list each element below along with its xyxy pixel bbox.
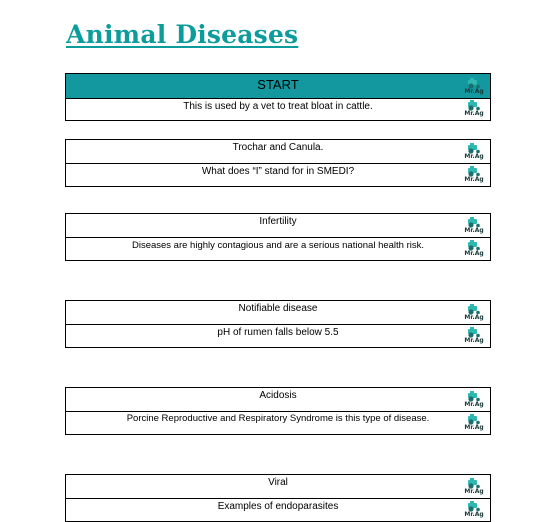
card-text: Trochar and Canula. bbox=[232, 142, 324, 153]
card-row: Notifiable disease Mr.Ag bbox=[66, 301, 490, 324]
card-row: This is used by a vet to treat bloat in … bbox=[66, 98, 490, 120]
card-3: Infertility Mr.Ag Diseases are highly co… bbox=[65, 213, 491, 261]
card-text: pH of rumen falls below 5.5 bbox=[217, 327, 339, 338]
card-text: Viral bbox=[268, 477, 288, 488]
card-row: pH of rumen falls below 5.5 Mr.Ag bbox=[66, 324, 490, 347]
card-text: What does “I” stand for in SMEDI? bbox=[201, 166, 355, 177]
logo-text: Mr.Ag bbox=[464, 401, 484, 408]
card-text: Examples of endoparasites bbox=[217, 501, 339, 512]
card-2: Trochar and Canula. Mr.Ag What does “I” … bbox=[65, 139, 491, 187]
logo-text: Mr.Ag bbox=[464, 511, 484, 518]
tractor-logo-icon: Mr.Ag bbox=[462, 304, 486, 322]
tractor-logo-icon: Mr.Ag bbox=[462, 78, 486, 96]
card-row: Examples of endoparasites Mr.Ag bbox=[66, 498, 490, 521]
logo-text: Mr.Ag bbox=[464, 88, 484, 95]
logo-text: Mr.Ag bbox=[464, 110, 484, 117]
card-text: Acidosis bbox=[259, 390, 297, 401]
logo-text: Mr.Ag bbox=[464, 314, 484, 321]
logo-text: Mr.Ag bbox=[464, 337, 484, 344]
tractor-logo-icon: Mr.Ag bbox=[462, 143, 486, 161]
card-1: START Mr.Ag This is used by a vet to tre… bbox=[65, 73, 491, 121]
card-row: START Mr.Ag bbox=[66, 74, 490, 98]
card-row: Viral Mr.Ag bbox=[66, 475, 490, 498]
card-4: Notifiable disease Mr.Ag pH of rumen fal… bbox=[65, 300, 491, 348]
card-row: Acidosis Mr.Ag bbox=[66, 388, 490, 411]
tractor-logo-icon: Mr.Ag bbox=[462, 327, 486, 345]
card-text: Notifiable disease bbox=[238, 303, 318, 314]
page-title: Animal Diseases bbox=[66, 20, 299, 49]
logo-text: Mr.Ag bbox=[464, 176, 484, 183]
tractor-logo-icon: Mr.Ag bbox=[462, 240, 486, 258]
card-row: Porcine Reproductive and Respiratory Syn… bbox=[66, 411, 490, 434]
tractor-logo-icon: Mr.Ag bbox=[462, 478, 486, 496]
tractor-logo-icon: Mr.Ag bbox=[462, 501, 486, 519]
tractor-logo-icon: Mr.Ag bbox=[462, 414, 486, 432]
logo-text: Mr.Ag bbox=[464, 488, 484, 495]
start-label: START bbox=[257, 77, 299, 92]
card-row: Infertility Mr.Ag bbox=[66, 214, 490, 237]
card-6: Viral Mr.Ag Examples of endoparasites Mr… bbox=[65, 474, 491, 522]
logo-text: Mr.Ag bbox=[464, 227, 484, 234]
card-row: Trochar and Canula. Mr.Ag bbox=[66, 140, 490, 163]
card-5: Acidosis Mr.Ag Porcine Reproductive and … bbox=[65, 387, 491, 435]
tractor-logo-icon: Mr.Ag bbox=[462, 391, 486, 409]
tractor-logo-icon: Mr.Ag bbox=[462, 166, 486, 184]
card-text: Diseases are highly contagious and are a… bbox=[131, 240, 425, 251]
tractor-logo-icon: Mr.Ag bbox=[462, 100, 486, 118]
logo-text: Mr.Ag bbox=[464, 153, 484, 160]
logo-text: Mr.Ag bbox=[464, 250, 484, 257]
card-text: Porcine Reproductive and Respiratory Syn… bbox=[126, 413, 430, 424]
logo-text: Mr.Ag bbox=[464, 424, 484, 431]
card-text: Infertility bbox=[259, 216, 297, 227]
tractor-logo-icon: Mr.Ag bbox=[462, 217, 486, 235]
card-row: What does “I” stand for in SMEDI? Mr.Ag bbox=[66, 163, 490, 186]
card-row: Diseases are highly contagious and are a… bbox=[66, 237, 490, 260]
card-text: This is used by a vet to treat bloat in … bbox=[183, 101, 373, 112]
